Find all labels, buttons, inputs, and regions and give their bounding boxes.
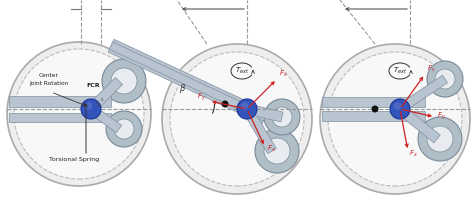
Polygon shape bbox=[322, 111, 425, 121]
Text: $F_x$: $F_x$ bbox=[409, 149, 418, 159]
Circle shape bbox=[106, 111, 142, 147]
Text: $F_s$: $F_s$ bbox=[279, 69, 287, 79]
Circle shape bbox=[435, 69, 455, 89]
Polygon shape bbox=[397, 105, 440, 143]
Circle shape bbox=[102, 59, 146, 103]
Circle shape bbox=[114, 119, 134, 139]
Polygon shape bbox=[9, 113, 111, 122]
Circle shape bbox=[272, 107, 292, 127]
Text: $\beta$: $\beta$ bbox=[179, 82, 186, 95]
Polygon shape bbox=[322, 97, 425, 107]
Circle shape bbox=[418, 117, 462, 161]
Circle shape bbox=[264, 138, 290, 164]
Circle shape bbox=[264, 99, 300, 135]
Text: Torsional Spring: Torsional Spring bbox=[49, 157, 99, 162]
Text: s: s bbox=[101, 97, 103, 102]
Circle shape bbox=[427, 126, 453, 152]
Text: $F_y$: $F_y$ bbox=[437, 111, 446, 122]
Circle shape bbox=[170, 52, 304, 186]
Text: $F_x$: $F_x$ bbox=[267, 144, 276, 154]
Circle shape bbox=[81, 99, 101, 119]
Text: $T_{ext}$: $T_{ext}$ bbox=[235, 66, 249, 76]
Text: $T_{ext}$: $T_{ext}$ bbox=[393, 66, 407, 76]
Circle shape bbox=[237, 99, 257, 119]
Circle shape bbox=[255, 129, 299, 173]
Circle shape bbox=[372, 106, 379, 113]
Polygon shape bbox=[246, 104, 283, 122]
Circle shape bbox=[390, 99, 410, 119]
Circle shape bbox=[394, 102, 401, 110]
Circle shape bbox=[241, 102, 248, 110]
Text: Joint Rotation: Joint Rotation bbox=[29, 81, 69, 86]
Polygon shape bbox=[108, 39, 268, 124]
Circle shape bbox=[162, 44, 312, 194]
Polygon shape bbox=[88, 105, 122, 133]
Text: $F_s$: $F_s$ bbox=[427, 64, 436, 74]
Text: Moment Arm: Moment Arm bbox=[59, 0, 100, 1]
Circle shape bbox=[328, 52, 462, 186]
Circle shape bbox=[14, 49, 144, 179]
Circle shape bbox=[111, 68, 137, 94]
Circle shape bbox=[7, 42, 151, 186]
Polygon shape bbox=[9, 95, 111, 106]
Circle shape bbox=[427, 61, 463, 97]
Text: Center: Center bbox=[39, 73, 59, 78]
Circle shape bbox=[221, 101, 228, 108]
Polygon shape bbox=[88, 78, 123, 113]
Polygon shape bbox=[109, 42, 267, 121]
Text: $F_y$: $F_y$ bbox=[197, 92, 206, 103]
Circle shape bbox=[320, 44, 470, 194]
Polygon shape bbox=[398, 75, 447, 113]
Text: FCR: FCR bbox=[86, 83, 100, 88]
Circle shape bbox=[85, 102, 92, 110]
Polygon shape bbox=[243, 106, 276, 154]
